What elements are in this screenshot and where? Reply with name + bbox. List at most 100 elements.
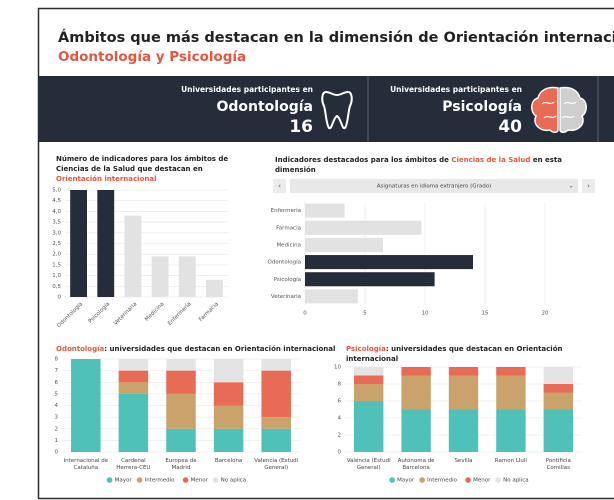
stat-caption: Universidades participantes en (390, 85, 522, 94)
title-part: Indicadores destacados para los ámbitos … (275, 156, 452, 164)
x-tick-label: Barcelona (214, 458, 243, 464)
legend-label: Mayor (115, 478, 133, 484)
bar-segment (354, 401, 384, 452)
legend-swatch (465, 477, 471, 483)
title-part: Psicología (346, 345, 386, 353)
x-tick-label: 15 (482, 311, 489, 317)
y-tick-label: 1 (55, 438, 59, 444)
chart-title: Odontología: universidades que destacan … (56, 344, 336, 354)
x-tick-label: Valencia (Estudi General) (254, 458, 299, 471)
y-tick-label: 0,5 (52, 284, 61, 290)
bar-segment (496, 367, 526, 376)
bar-segment (448, 409, 479, 452)
x-tick-label: 0 (303, 311, 307, 317)
y-tick-label: 4,5 (52, 198, 61, 204)
legend-label: No aplica (221, 478, 247, 484)
bar-segment (496, 409, 526, 452)
y-tick-label: Farmacia (276, 225, 301, 231)
bar-segment (166, 428, 196, 452)
page-subtitle: Odontología y Psicología (58, 49, 246, 65)
title-part: : universidades que destacan en Orientac… (104, 345, 336, 353)
bar-segment (496, 375, 526, 410)
bar-segment (448, 367, 479, 376)
title-part: Orientación internacional (56, 175, 157, 183)
bar-segment (213, 428, 244, 452)
y-tick-label: 2 (55, 426, 59, 432)
y-tick-label: 1,5 (52, 262, 61, 268)
title-part: en esta dimensión (275, 156, 562, 174)
y-tick-label: 0 (58, 295, 62, 301)
y-tick-label: 8 (338, 382, 342, 388)
x-tick-label: 20 (542, 311, 549, 317)
legend-swatch (106, 477, 113, 483)
bar-segment (261, 417, 291, 429)
bar-segment (213, 405, 244, 429)
bar-segment (213, 359, 244, 383)
tooth-icon (321, 90, 353, 130)
bar (124, 215, 142, 297)
y-tick-label: 7 (55, 368, 59, 374)
bar (305, 289, 358, 304)
y-tick-label: 4,0 (52, 209, 61, 215)
dropdown-caret: ⌄ (568, 183, 573, 190)
y-tick-label: 3,0 (52, 230, 61, 236)
x-tick-label: Europea de Madrid (165, 458, 197, 471)
bar (305, 272, 435, 287)
bar-segment (543, 409, 573, 452)
stat-count: 40 (498, 117, 522, 137)
bar (305, 237, 383, 252)
legend-label: Menor (473, 478, 491, 484)
bar-segment (354, 384, 384, 401)
bar (97, 190, 115, 297)
stats-band (38, 76, 614, 142)
y-tick-label: 10 (334, 365, 341, 371)
stat-field: Odontología (216, 99, 313, 115)
dropdown[interactable] (290, 179, 578, 193)
bar (205, 279, 223, 297)
x-tick-label: Internacional de Cataluña (63, 458, 109, 471)
bar (70, 190, 88, 297)
bar-segment (401, 367, 431, 376)
y-tick-label: 6 (338, 399, 342, 405)
bar-segment (118, 359, 149, 371)
bar-segment (354, 375, 384, 384)
legend-swatch (495, 477, 501, 483)
bar (305, 203, 345, 218)
y-tick-label: 2,5 (52, 241, 61, 247)
legend-swatch (389, 477, 395, 483)
x-tick-label: Autónoma de Barcelona (397, 458, 435, 471)
bar-segment (166, 370, 196, 394)
chart-title: Indicadores destacados para los ámbitos … (275, 155, 605, 175)
legend-label: No aplica (503, 478, 529, 484)
title-part: Número de indicadores para los ámbitos d… (56, 155, 229, 173)
y-tick-label: 3,5 (52, 220, 61, 226)
x-tick-label: Sevilla (454, 458, 473, 464)
bar-segment (118, 393, 149, 452)
bar-segment (118, 382, 149, 394)
bar-segment (448, 375, 479, 410)
y-tick-label: 4 (338, 416, 342, 422)
chart-title: Número de indicadores para los ámbitos d… (56, 154, 246, 184)
bar-segment (166, 393, 196, 429)
prev-button[interactable] (273, 179, 286, 193)
brain-icon (531, 86, 587, 134)
bar-segment (543, 367, 573, 384)
y-tick-label: Veterinaria (271, 294, 301, 300)
stat-caption: Universidades participantes en (181, 85, 313, 94)
legend-swatch (419, 477, 425, 483)
legend-swatch (136, 477, 143, 483)
title-part: : universidades que destacan en Orientac… (346, 345, 563, 363)
bar (305, 220, 422, 235)
y-tick-label: 3 (55, 415, 59, 421)
y-tick-label: 2 (338, 433, 342, 439)
legend-label: Intermedio (145, 478, 176, 484)
y-tick-label: 1,0 (52, 273, 61, 279)
next-button[interactable] (582, 179, 595, 193)
legend-label: Menor (191, 478, 209, 484)
x-tick-label: Cardenal Herrera-CEU (116, 458, 151, 471)
x-tick-label: 10 (422, 311, 429, 317)
y-tick-label: 0 (338, 450, 342, 456)
x-tick-label: Ramon Llull (494, 458, 527, 464)
